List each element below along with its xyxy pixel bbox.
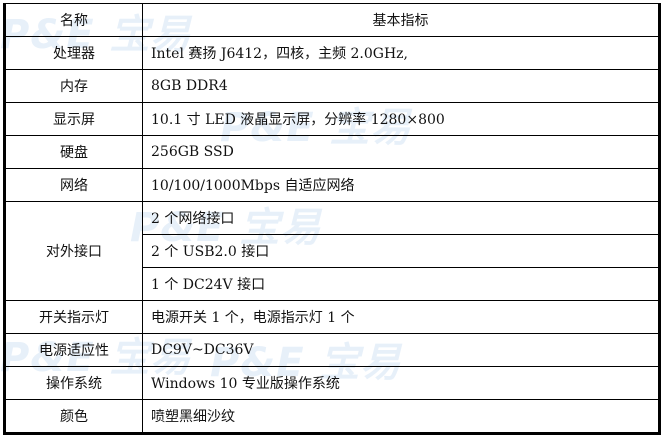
table-row: 内存 8GB DDR4 [4, 69, 660, 103]
table-header-row: 名称 基本指标 [4, 3, 660, 37]
table-row: 网络 10/100/1000Mbps 自适应网络 [4, 168, 660, 202]
row-value: 2 个网络接口 [142, 201, 660, 235]
row-name: 处理器 [4, 36, 143, 70]
row-value: Intel 赛扬 J6412，四核，主频 2.0GHz, [142, 36, 660, 70]
row-name: 操作系统 [4, 366, 143, 400]
row-name: 电源适应性 [4, 333, 143, 367]
spec-table: 名称 基本指标 处理器 Intel 赛扬 J6412，四核，主频 2.0GHz, 内… [3, 3, 661, 435]
row-name: 颜色 [4, 399, 143, 434]
row-value: 10/100/1000Mbps 自适应网络 [142, 168, 660, 202]
row-name: 硬盘 [4, 135, 143, 169]
row-value: Windows 10 专业版操作系统 [142, 366, 660, 400]
header-spec: 基本指标 [142, 3, 660, 37]
table-row: 操作系统 Windows 10 专业版操作系统 [4, 366, 660, 400]
table-row: 电源适应性 DC9V~DC36V [4, 333, 660, 367]
table-row: 开关指示灯 电源开关 1 个，电源指示灯 1 个 [4, 300, 660, 334]
table-row: 处理器 Intel 赛扬 J6412，四核，主频 2.0GHz, [4, 36, 660, 70]
row-value: 256GB SSD [142, 135, 660, 169]
row-name: 显示屏 [4, 102, 143, 136]
header-name: 名称 [4, 3, 143, 37]
row-value: DC9V~DC36V [142, 333, 660, 367]
row-value: 喷塑黑细沙纹 [142, 399, 660, 434]
row-value: 2 个 USB2.0 接口 [142, 234, 660, 268]
row-value: 1 个 DC24V 接口 [142, 267, 660, 301]
table-row: 显示屏 10.1 寸 LED 液晶显示屏，分辨率 1280×800 [4, 102, 660, 136]
table-row: 对外接口 2 个网络接口 [4, 201, 660, 301]
row-name: 内存 [4, 69, 143, 103]
row-value: 8GB DDR4 [142, 69, 660, 103]
table-row: 硬盘 256GB SSD [4, 135, 660, 169]
row-name: 对外接口 [4, 201, 143, 301]
row-value: 10.1 寸 LED 液晶显示屏，分辨率 1280×800 [142, 102, 660, 136]
table-row: 2 个 USB2.0 接口 [5, 234, 660, 268]
row-value: 电源开关 1 个，电源指示灯 1 个 [142, 300, 660, 334]
row-name: 开关指示灯 [4, 300, 143, 334]
row-name: 网络 [4, 168, 143, 202]
table-row: 颜色 喷塑黑细沙纹 [4, 399, 660, 434]
